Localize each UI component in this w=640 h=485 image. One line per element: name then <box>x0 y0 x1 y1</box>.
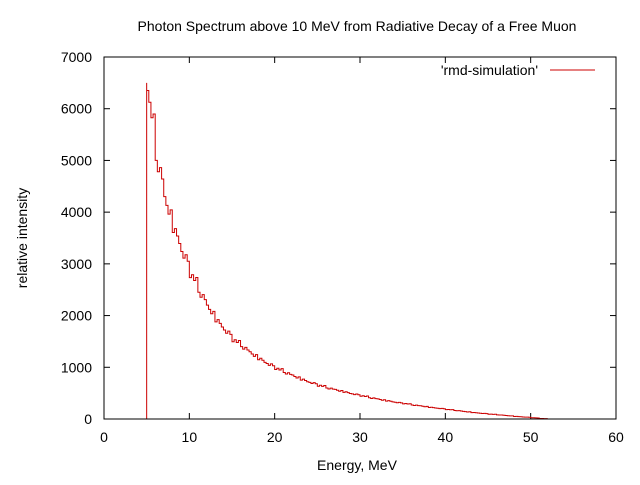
x-tick-label: 10 <box>182 429 198 445</box>
x-tick-label: 50 <box>523 429 539 445</box>
series-rmd-simulation <box>146 82 548 420</box>
y-tick-label: 5000 <box>61 152 92 168</box>
x-axis-label: Energy, MeV <box>317 457 398 473</box>
y-tick-label: 7000 <box>61 49 92 65</box>
y-tick-label: 6000 <box>61 101 92 117</box>
x-tick-label: 60 <box>608 429 624 445</box>
y-tick-label: 1000 <box>61 359 92 375</box>
x-tick-label: 40 <box>438 429 454 445</box>
chart-title: Photon Spectrum above 10 MeV from Radiat… <box>138 18 577 34</box>
x-tick-label: 20 <box>267 429 283 445</box>
x-tick-label: 0 <box>100 429 108 445</box>
y-tick-label: 3000 <box>61 256 92 272</box>
y-axis-label: relative intensity <box>14 188 30 288</box>
plot-frame <box>103 56 617 420</box>
y-tick-label: 4000 <box>61 204 92 220</box>
y-tick-label: 2000 <box>61 308 92 324</box>
legend-label: 'rmd-simulation' <box>441 62 538 78</box>
x-tick-label: 30 <box>352 429 368 445</box>
y-tick-label: 0 <box>84 411 92 427</box>
